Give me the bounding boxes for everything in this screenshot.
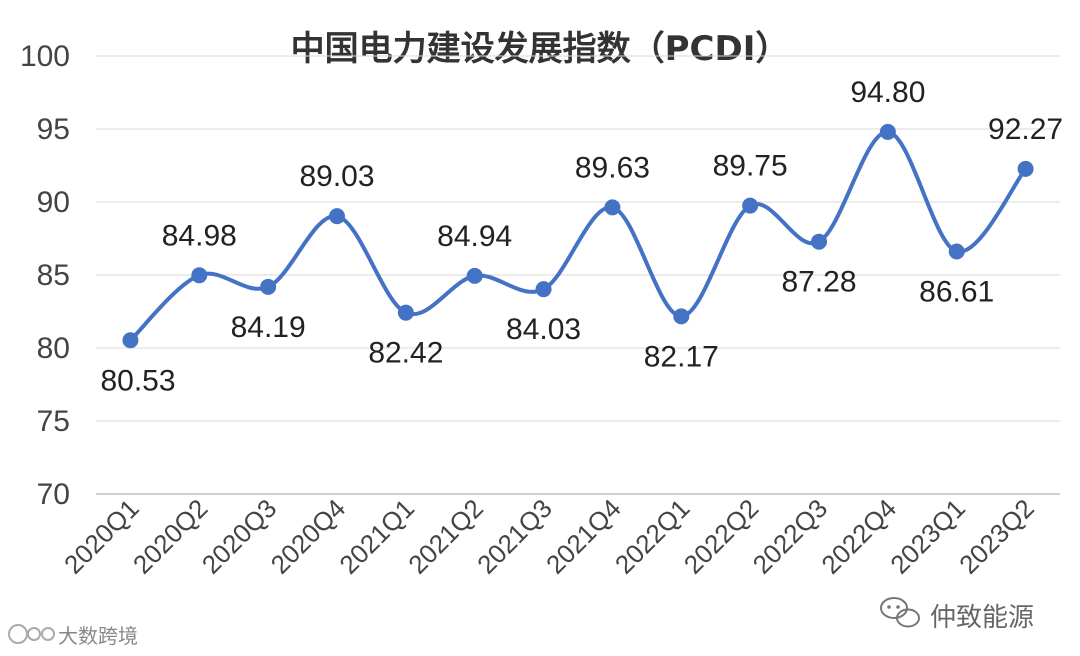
data-point [397, 304, 414, 321]
watermark-right-text: 仲致能源 [930, 603, 1034, 633]
wechat-icon [880, 597, 920, 628]
y-tick-label: 85 [37, 259, 70, 292]
data-point [948, 243, 965, 260]
gridlines [96, 55, 1060, 495]
data-point [811, 233, 827, 250]
watermark-left-text: 大数跨境 [58, 624, 138, 648]
data-label: 84.94 [437, 220, 512, 253]
data-label: 82.42 [368, 337, 443, 370]
y-tick-label: 90 [37, 186, 70, 219]
data-label: 84.98 [162, 219, 237, 252]
data-point [191, 267, 208, 284]
x-tick-label: 2021Q4 [540, 493, 627, 580]
data-label: 80.53 [100, 364, 175, 397]
data-point [535, 281, 552, 298]
data-point [673, 308, 690, 325]
y-tick-label: 75 [37, 405, 70, 438]
y-tick-label: 95 [37, 113, 70, 146]
data-point [604, 199, 621, 216]
data-label: 89.63 [575, 151, 650, 184]
data-label: 89.03 [299, 160, 374, 193]
data-label: 84.03 [506, 313, 581, 346]
x-tick-label: 2021Q1 [333, 493, 420, 580]
x-tick-label: 2022Q3 [747, 493, 834, 580]
x-axis: 2020Q12020Q22020Q32020Q42021Q12021Q22021… [58, 493, 1040, 580]
data-point [329, 208, 345, 225]
data-label: 84.19 [231, 311, 306, 344]
x-tick-label: 2022Q1 [609, 493, 696, 580]
data-label: 87.28 [781, 266, 856, 299]
x-tick-label: 2021Q2 [402, 493, 489, 580]
data-label: 82.17 [644, 340, 719, 373]
watermark-right: 仲致能源 [880, 597, 1034, 633]
y-tick-label: 100 [20, 40, 70, 73]
y-tick-label: 70 [37, 478, 70, 511]
data-label: 92.27 [988, 113, 1063, 146]
data-point [260, 278, 277, 295]
data-points [122, 123, 1034, 349]
x-tick-label: 2020Q1 [58, 493, 145, 580]
data-point [742, 197, 759, 214]
x-tick-label: 2020Q2 [127, 493, 214, 580]
x-tick-label: 2021Q3 [471, 493, 558, 580]
watermark-left: 大数跨境 [8, 624, 138, 648]
data-point [879, 123, 896, 140]
x-tick-label: 2020Q4 [265, 493, 352, 580]
x-tick-label: 2022Q4 [815, 493, 902, 580]
y-tick-label: 80 [37, 332, 70, 365]
x-tick-label: 2023Q2 [953, 493, 1040, 580]
brand-logo-icon [8, 624, 55, 644]
data-label: 86.61 [919, 275, 994, 308]
x-tick-label: 2023Q1 [884, 493, 971, 580]
data-labels: 80.53 84.98 84.19 89.03 82.42 84.94 84.03 89.63… [100, 76, 1063, 397]
data-point [122, 332, 139, 349]
chart-title: 中国电力建设发展指数（PCDI） [291, 29, 790, 69]
data-label: 89.75 [713, 150, 788, 183]
data-label: 94.80 [850, 76, 925, 109]
x-tick-label: 2020Q3 [196, 493, 283, 580]
data-point [1017, 160, 1034, 177]
data-point [466, 267, 483, 284]
y-axis: 70 75 80 85 90 95 100 [20, 40, 70, 511]
x-tick-label: 2022Q2 [678, 493, 765, 580]
